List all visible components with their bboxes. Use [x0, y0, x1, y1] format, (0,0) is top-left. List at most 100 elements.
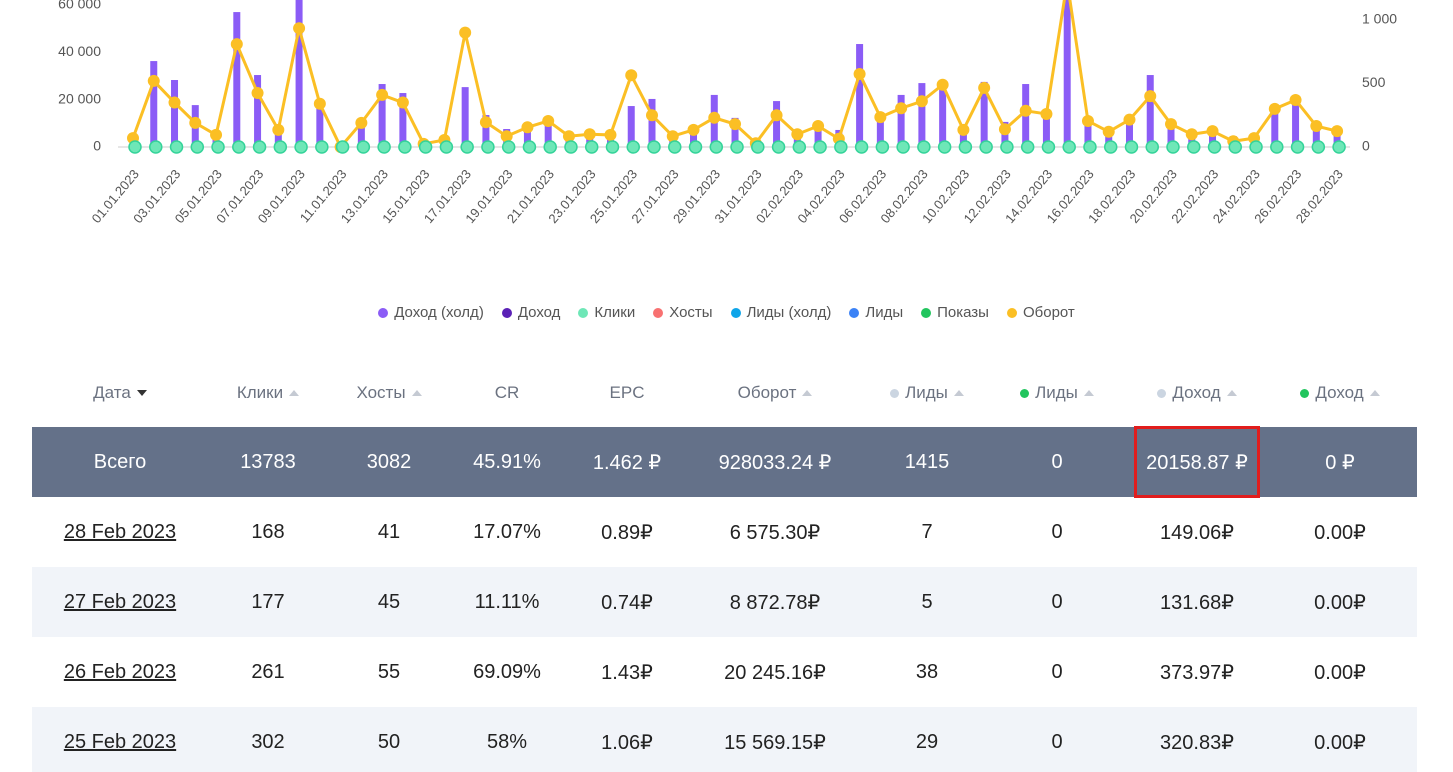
column-header[interactable]: Доход	[1172, 383, 1221, 402]
bar	[959, 130, 967, 147]
bar	[1063, 0, 1071, 148]
column-header[interactable]: Лиды	[905, 383, 948, 402]
table-cell: 50	[377, 730, 401, 753]
legend-item[interactable]: Доход	[501, 304, 561, 321]
cell: 13783	[188, 427, 348, 497]
column-header[interactable]: Доход	[1315, 383, 1364, 402]
y-tick-label: 500	[1362, 74, 1386, 90]
line-point	[770, 109, 783, 122]
point	[1249, 140, 1263, 154]
line-point	[313, 97, 326, 110]
table-cell: 20 245.16₽	[724, 661, 826, 684]
line-point	[957, 123, 970, 136]
line-point	[708, 111, 721, 124]
cell: 0.00₽	[1260, 707, 1420, 772]
legend-item[interactable]: Лиды (холд)	[730, 304, 831, 321]
legend-label: Доход (холд)	[394, 304, 484, 321]
line-point	[666, 130, 679, 143]
line-point	[1144, 90, 1157, 103]
point	[1270, 140, 1284, 154]
column-header[interactable]: Дата	[93, 383, 131, 402]
legend-label: Оборот	[1022, 304, 1075, 321]
cell: CR	[427, 359, 587, 427]
bar	[233, 12, 241, 147]
total-cell: 45.91%	[473, 450, 541, 473]
bar	[150, 61, 158, 147]
point	[937, 140, 952, 154]
date-link[interactable]: 26 Feb 2023	[63, 660, 177, 683]
cell: 131.68₽	[1117, 567, 1277, 637]
cell: 261	[188, 637, 348, 707]
legend-item[interactable]: Лиды	[849, 304, 903, 321]
table-row: 25 Feb 2023 302 50 58% 1.06₽ 15 569.15₽ 29 0 320…	[32, 707, 1417, 772]
point	[1041, 140, 1056, 154]
point	[1207, 140, 1222, 154]
table-cell: 0.74₽	[601, 591, 653, 614]
bar	[461, 87, 469, 147]
table-cell: 149.06₽	[1160, 521, 1234, 544]
bar	[897, 94, 905, 147]
line-point	[542, 114, 555, 127]
date-link[interactable]: 25 Feb 2023	[63, 730, 177, 753]
cell: 0.89₽	[547, 497, 707, 567]
header-row: Дата Клики Хосты CR EPC Оборот Лиды Лиды Доход До…	[32, 359, 1417, 427]
cell: Дата	[40, 359, 200, 427]
line-point	[1331, 125, 1344, 138]
column-header[interactable]: Оборот	[737, 383, 797, 402]
table-cell: 29	[915, 730, 939, 753]
line-point	[1206, 125, 1219, 138]
total-cell: 13783	[240, 450, 296, 473]
point	[211, 140, 225, 154]
table-cell: 1.06₽	[601, 731, 653, 754]
table-cell: 38	[915, 660, 939, 683]
date-link[interactable]: 28 Feb 2023	[63, 520, 177, 543]
point	[1020, 140, 1035, 154]
table-cell: 0	[1051, 730, 1063, 753]
line-point	[479, 116, 492, 129]
line-point	[895, 102, 908, 115]
cell: 1415	[847, 427, 1007, 497]
point	[605, 140, 620, 154]
cell: 11.11%	[427, 567, 587, 637]
sort-arrow	[953, 390, 964, 396]
cell: 0	[977, 707, 1137, 772]
point	[564, 140, 578, 154]
legend-item[interactable]: Оборот	[1006, 304, 1075, 321]
column-header[interactable]: Хосты	[356, 383, 406, 402]
legend-item[interactable]: Доход (холд)	[378, 304, 484, 321]
point	[315, 140, 329, 154]
legend-item[interactable]: Клики	[578, 304, 635, 321]
dot	[1020, 388, 1030, 398]
line-point	[251, 87, 264, 100]
cell: 25 Feb 2023	[40, 707, 200, 772]
cell: 8 872.78₽	[695, 567, 855, 637]
table-cell: 58%	[486, 730, 528, 753]
date-link[interactable]: 27 Feb 2023	[63, 590, 177, 613]
legend-label: Доход	[517, 304, 561, 321]
point	[834, 140, 848, 154]
point	[709, 140, 724, 154]
table-cell: 373.97₽	[1160, 661, 1234, 684]
cell: 26 Feb 2023	[40, 637, 200, 707]
cell: 3082	[309, 427, 469, 497]
point	[273, 140, 288, 154]
line-point	[583, 128, 596, 141]
bar	[357, 123, 365, 147]
cell: 5	[847, 567, 1007, 637]
column-header[interactable]: Клики	[236, 383, 284, 402]
cell: 55	[309, 637, 469, 707]
point	[958, 140, 973, 154]
line-point	[646, 109, 658, 122]
column-header[interactable]: Лиды	[1035, 383, 1078, 402]
table-cell: 6 575.30₽	[729, 521, 821, 544]
point	[356, 140, 371, 154]
bar	[171, 80, 179, 147]
line-point	[210, 128, 223, 141]
legend-item[interactable]: Хосты	[653, 304, 713, 321]
point	[1290, 140, 1305, 154]
y-tick-label: 40 000	[58, 43, 101, 59]
point	[501, 140, 516, 154]
table-cell: 0.00₽	[1314, 521, 1366, 544]
legend-item[interactable]: Показы	[921, 304, 989, 321]
point	[1083, 140, 1097, 154]
